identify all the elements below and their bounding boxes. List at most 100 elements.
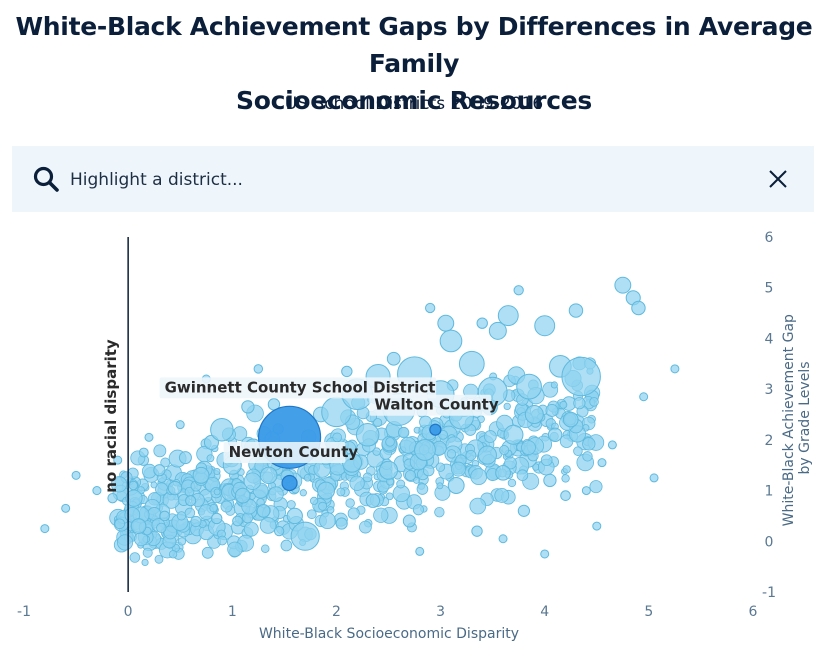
district-bubble-filler[interactable] bbox=[412, 504, 424, 516]
district-bubble[interactable] bbox=[560, 490, 571, 501]
district-bubble-filler[interactable] bbox=[110, 476, 128, 493]
district-bubble[interactable] bbox=[365, 493, 381, 508]
district-bubble[interactable] bbox=[355, 423, 380, 447]
district-bubble[interactable] bbox=[130, 518, 147, 534]
district-bubble-filler[interactable] bbox=[163, 525, 178, 540]
district-bubble-filler[interactable] bbox=[465, 449, 477, 461]
district-bubble-filler[interactable] bbox=[319, 512, 336, 530]
district-bubble-filler[interactable] bbox=[562, 465, 571, 474]
district-bubble-filler[interactable] bbox=[503, 402, 511, 411]
district-bubble-filler[interactable] bbox=[206, 454, 215, 463]
district-bubble[interactable] bbox=[241, 400, 255, 414]
district-bubble[interactable] bbox=[670, 364, 680, 374]
district-bubble[interactable] bbox=[543, 473, 557, 488]
district-bubble-filler[interactable] bbox=[332, 432, 343, 443]
district-bubble[interactable] bbox=[568, 303, 584, 318]
district-bubble-filler[interactable] bbox=[435, 462, 446, 472]
district-bubble-filler[interactable] bbox=[373, 507, 389, 523]
district-bubble-filler[interactable] bbox=[190, 515, 202, 528]
district-bubble[interactable] bbox=[447, 477, 465, 494]
district-bubble[interactable] bbox=[61, 503, 71, 513]
district-bubble-filler[interactable] bbox=[154, 554, 164, 564]
district-bubble-filler[interactable] bbox=[345, 498, 355, 508]
district-bubble[interactable] bbox=[614, 276, 632, 294]
district-bubble[interactable] bbox=[138, 447, 149, 458]
district-bubble[interactable] bbox=[253, 364, 264, 374]
district-bubble-filler[interactable] bbox=[349, 475, 365, 491]
district-bubble[interactable] bbox=[649, 473, 659, 483]
district-bubble-filler[interactable] bbox=[359, 520, 372, 534]
district-bubble-filler[interactable] bbox=[416, 483, 429, 495]
district-bubble[interactable] bbox=[592, 521, 602, 531]
district-bubble[interactable] bbox=[425, 302, 436, 314]
district-bubble-filler[interactable] bbox=[582, 451, 593, 462]
district-bubble-filler[interactable] bbox=[309, 496, 319, 505]
highlighted-district-bubble[interactable] bbox=[429, 423, 442, 436]
district-bubble[interactable] bbox=[631, 300, 646, 316]
district-bubble-filler[interactable] bbox=[470, 468, 488, 486]
district-bubble[interactable] bbox=[234, 487, 251, 504]
district-bubble[interactable] bbox=[607, 440, 617, 450]
district-bubble[interactable] bbox=[516, 373, 542, 400]
district-bubble-filler[interactable] bbox=[150, 481, 158, 489]
highlighted-district-bubble[interactable] bbox=[281, 474, 298, 492]
district-bubble-filler[interactable] bbox=[227, 541, 243, 557]
district-bubble-filler[interactable] bbox=[499, 445, 510, 455]
district-bubble[interactable] bbox=[256, 503, 271, 518]
district-bubble-filler[interactable] bbox=[176, 511, 187, 521]
district-bubble-filler[interactable] bbox=[582, 437, 596, 451]
district-bubble-filler[interactable] bbox=[589, 397, 599, 407]
district-bubble-filler[interactable] bbox=[168, 550, 178, 559]
district-bubble[interactable] bbox=[153, 464, 166, 477]
district-bubble-filler[interactable] bbox=[573, 397, 586, 410]
district-bubble[interactable] bbox=[495, 464, 511, 481]
district-bubble-filler[interactable] bbox=[494, 487, 510, 503]
district-bubble[interactable] bbox=[488, 321, 507, 340]
district-bubble[interactable] bbox=[581, 486, 591, 496]
district-bubble-filler[interactable] bbox=[209, 504, 218, 513]
district-bubble[interactable] bbox=[178, 451, 192, 465]
district-bubble[interactable] bbox=[167, 480, 183, 496]
district-bubble-filler[interactable] bbox=[469, 497, 487, 515]
district-bubble[interactable] bbox=[192, 466, 210, 484]
district-bubble-filler[interactable] bbox=[404, 470, 416, 481]
district-bubble-filler[interactable] bbox=[559, 434, 574, 448]
district-bubble-filler[interactable] bbox=[280, 539, 293, 552]
district-bubble[interactable] bbox=[210, 417, 234, 442]
district-bubble-filler[interactable] bbox=[141, 558, 149, 567]
district-bubble-filler[interactable] bbox=[156, 522, 167, 534]
district-bubble[interactable] bbox=[341, 365, 353, 378]
district-bubble-filler[interactable] bbox=[507, 478, 517, 488]
district-bubble[interactable] bbox=[477, 445, 497, 465]
district-bubble[interactable] bbox=[517, 504, 531, 517]
district-bubble[interactable] bbox=[414, 439, 436, 461]
district-bubble-filler[interactable] bbox=[483, 430, 497, 443]
district-bubble-filler[interactable] bbox=[516, 469, 529, 481]
district-bubble-filler[interactable] bbox=[177, 537, 187, 546]
district-bubble-filler[interactable] bbox=[201, 546, 214, 559]
district-bubble-filler[interactable] bbox=[303, 474, 312, 482]
district-bubble-filler[interactable] bbox=[286, 500, 296, 510]
district-bubble[interactable] bbox=[439, 329, 463, 353]
district-bubble[interactable] bbox=[71, 470, 81, 480]
district-bubble[interactable] bbox=[128, 480, 139, 491]
district-bubble[interactable] bbox=[113, 455, 123, 465]
district-bubble[interactable] bbox=[185, 495, 197, 507]
district-search-input[interactable] bbox=[68, 162, 752, 198]
district-bubble-filler[interactable] bbox=[573, 446, 583, 456]
district-bubble-filler[interactable] bbox=[412, 476, 420, 484]
district-bubble-filler[interactable] bbox=[504, 456, 517, 470]
district-bubble-filler[interactable] bbox=[372, 447, 381, 456]
district-bubble-filler[interactable] bbox=[362, 472, 373, 483]
district-bubble-filler[interactable] bbox=[545, 404, 559, 417]
district-bubble-filler[interactable] bbox=[436, 482, 444, 490]
district-bubble-filler[interactable] bbox=[213, 467, 221, 476]
district-bubble[interactable] bbox=[471, 525, 483, 537]
district-bubble-filler[interactable] bbox=[114, 518, 126, 530]
district-bubble[interactable] bbox=[386, 351, 401, 366]
district-bubble[interactable] bbox=[513, 285, 524, 296]
district-bubble-filler[interactable] bbox=[413, 426, 421, 434]
district-bubble[interactable] bbox=[232, 515, 243, 527]
district-bubble[interactable] bbox=[286, 507, 303, 525]
district-bubble[interactable] bbox=[210, 512, 223, 525]
